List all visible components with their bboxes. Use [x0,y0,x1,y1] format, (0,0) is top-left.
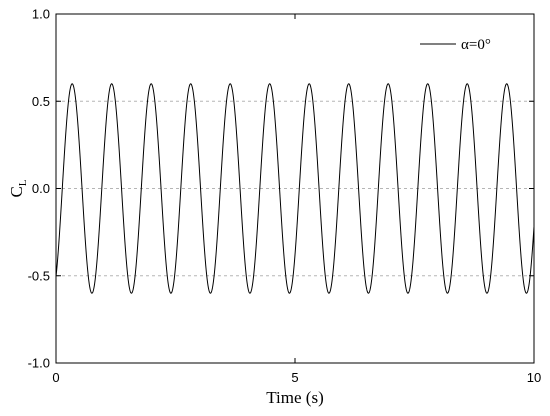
x-tick-label-2: 10 [527,370,541,385]
x-axis-title: Time (s) [266,388,323,407]
y-tick-label-0: -1.0 [28,356,50,371]
y-axis: -1.0 -0.5 0.0 0.5 1.0 [28,7,534,371]
y-axis-title: CL [7,179,29,197]
series-lines [55,83,535,294]
legend-label-alpha-0: α=0° [461,37,491,53]
y-tick-label-4: 1.0 [32,7,50,22]
legend: α=0° [420,37,491,53]
x-axis: 0 5 10 [52,14,541,385]
y-tick-label-2: 0.0 [32,181,50,196]
series-line-0 [55,83,535,294]
y-tick-label-1: -0.5 [28,268,50,283]
x-tick-label-1: 5 [291,370,298,385]
y-axis-title-main: C [7,186,26,197]
y-axis-title-sub: L [17,179,29,186]
plot-frame [55,13,535,364]
y-tick-label-3: 0.5 [32,94,50,109]
x-tick-label-0: 0 [52,370,59,385]
grid-lines [56,100,534,277]
